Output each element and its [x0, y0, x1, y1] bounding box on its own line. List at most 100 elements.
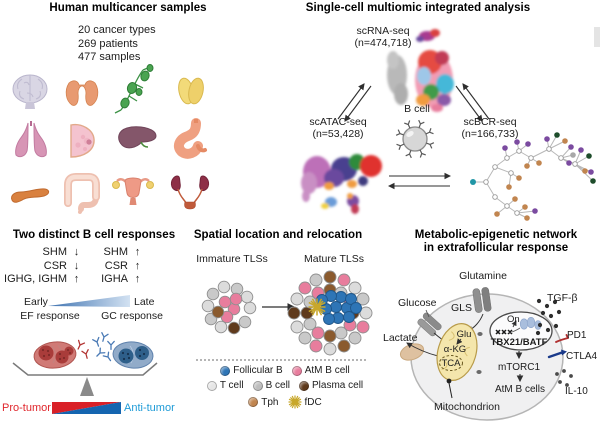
- glu-label: Glu: [456, 329, 472, 340]
- lungs-icon: [15, 121, 47, 158]
- panel-metabolic-title: Metabolic-epigenetic network in extrafol…: [414, 229, 578, 254]
- legend-item: AtM B cell: [291, 365, 350, 376]
- pd1-receptor-icon: [555, 334, 569, 343]
- immature-tls-label: Immature TLSs: [196, 253, 268, 265]
- legend-item: Tph: [248, 397, 279, 408]
- plasma-cell-dot: [299, 380, 310, 391]
- brain-icon: [12, 74, 48, 109]
- balance-fulcrum: [80, 377, 94, 396]
- stomach-icon: [173, 118, 207, 159]
- anti-tumor-label: Anti-tumor: [124, 402, 175, 414]
- panel-multiomic-title: Single-cell multiomic integrated analysi…: [305, 2, 531, 14]
- marker-row: SHM ↓: [42, 246, 80, 258]
- kidneys-icon: [170, 175, 210, 210]
- balance-beam: [12, 362, 158, 376]
- early-label: Early: [24, 296, 48, 308]
- ef-antibodies: [74, 339, 91, 360]
- lactate-export-arrow: [406, 342, 439, 357]
- pancreas-icon: [11, 188, 50, 203]
- il10-label: IL-10: [565, 386, 588, 397]
- bcell-label: B cell: [404, 103, 430, 115]
- mtorc1-label: mTORC1: [497, 362, 541, 373]
- gc-response-label: GC response: [101, 310, 163, 322]
- legend-item: Plasma cell: [299, 380, 363, 391]
- marker-row: SHM ↑: [103, 246, 141, 258]
- scatac-umap: [301, 154, 382, 214]
- tca-label: TCA: [441, 358, 461, 369]
- gc-antibodies: [92, 332, 115, 364]
- legend-divider: [196, 359, 366, 361]
- ctla4-receptor-icon: [547, 349, 567, 359]
- scatac-label: scATAC-seq (n=53,428): [302, 116, 374, 140]
- on-label: On: [507, 314, 520, 325]
- late-label: Late: [134, 296, 155, 308]
- scatac-name: scATAC-seq: [309, 116, 367, 128]
- bcell-icon: [395, 119, 435, 159]
- ef-cell-cluster: [33, 341, 77, 369]
- follicular-b-dot: [220, 365, 231, 376]
- exchange-arrows-bottom: [387, 172, 452, 190]
- glutamine-label: Glutamine: [459, 270, 507, 282]
- ef-marker-list: SHM ↓ CSR ↓ IGHG, IGHM ↑: [0, 246, 81, 287]
- marker-row: CSR ↓: [43, 259, 80, 272]
- stat-samples: 477 samples: [78, 51, 141, 63]
- thymus-icon: [178, 77, 204, 105]
- legend-item: B cell: [252, 380, 290, 391]
- fdc-star-icon: [288, 395, 301, 409]
- scrna-count: (n=474,718): [354, 37, 412, 49]
- legend-item: T cell: [206, 380, 244, 391]
- exchange-arrows-right: [455, 83, 490, 122]
- ef-response-label: EF response: [20, 310, 80, 322]
- scbcr-name: scBCR-seq: [463, 116, 517, 128]
- tgfb-dots: [535, 298, 562, 336]
- scbcr-tree: [470, 132, 596, 221]
- lactate-label: Lactate: [383, 332, 418, 344]
- metabolic-cell: [399, 287, 564, 421]
- il10-dots: [555, 369, 573, 387]
- atm-b-cell-dot: [291, 365, 302, 376]
- marker-row: IGHA ↑: [101, 273, 141, 286]
- tgfb-label: TGF-β: [547, 292, 578, 304]
- scrna-umap: [387, 29, 454, 112]
- marker-row: CSR ↑: [104, 259, 141, 272]
- gls-label: GLS: [451, 302, 473, 314]
- stat-cancer-types: 20 cancer types: [78, 24, 156, 36]
- lymph-nodes-icon: [114, 64, 154, 114]
- t-cell-dot: [206, 380, 217, 391]
- pro-anti-gradient-bar: [52, 402, 121, 414]
- tbx21-batf-label: TBX21/BATF: [490, 337, 548, 348]
- mitochondrion-label: Mitochondrion: [434, 401, 500, 413]
- gc-marker-list: SHM ↑ CSR ↑ IGHA ↑: [60, 246, 142, 287]
- panel-samples-title: Human multicancer samples: [49, 2, 207, 14]
- tls-legend-row2: T cell B cell Plasma cell: [190, 380, 380, 391]
- liver-icon: [118, 126, 157, 149]
- mature-tls: [287, 270, 373, 356]
- panel-spatial-title: Spatial location and relocation: [193, 229, 363, 241]
- stat-patients: 269 patients: [78, 37, 138, 50]
- edge-artifact: [594, 27, 600, 47]
- mitochondrion-icon: [436, 323, 478, 381]
- thyroid-icon: [65, 80, 99, 106]
- glutamine-channel-icon: [472, 287, 492, 313]
- exchange-arrows-left: [337, 83, 372, 122]
- breast-icon: [70, 123, 95, 158]
- gc-cell-cluster: [112, 341, 154, 369]
- scbcr-label: scBCR-seq (n=166,733): [454, 116, 526, 140]
- fdc-star: [308, 298, 326, 316]
- uterus-icon: [112, 177, 154, 205]
- tph-dot: [248, 397, 259, 407]
- panel-responses-title: Two distinct B cell responses: [12, 229, 176, 241]
- akg-label: α-KG: [443, 344, 467, 355]
- scrna-label: scRNA-seq (n=474,718): [347, 25, 419, 49]
- early-late-wedge: [48, 295, 130, 307]
- scbcr-count: (n=166,733): [461, 128, 519, 140]
- pro-tumor-label: Pro-tumor: [2, 402, 51, 414]
- glucose-channel-icon: [417, 312, 442, 337]
- atm-b-cells-label: AtM B cells: [494, 384, 545, 395]
- scrna-name: scRNA-seq: [356, 25, 410, 37]
- b-cell-dot: [252, 380, 263, 391]
- immature-tls: [201, 280, 257, 335]
- marker-row: IGHG, IGHM ↑: [4, 273, 80, 286]
